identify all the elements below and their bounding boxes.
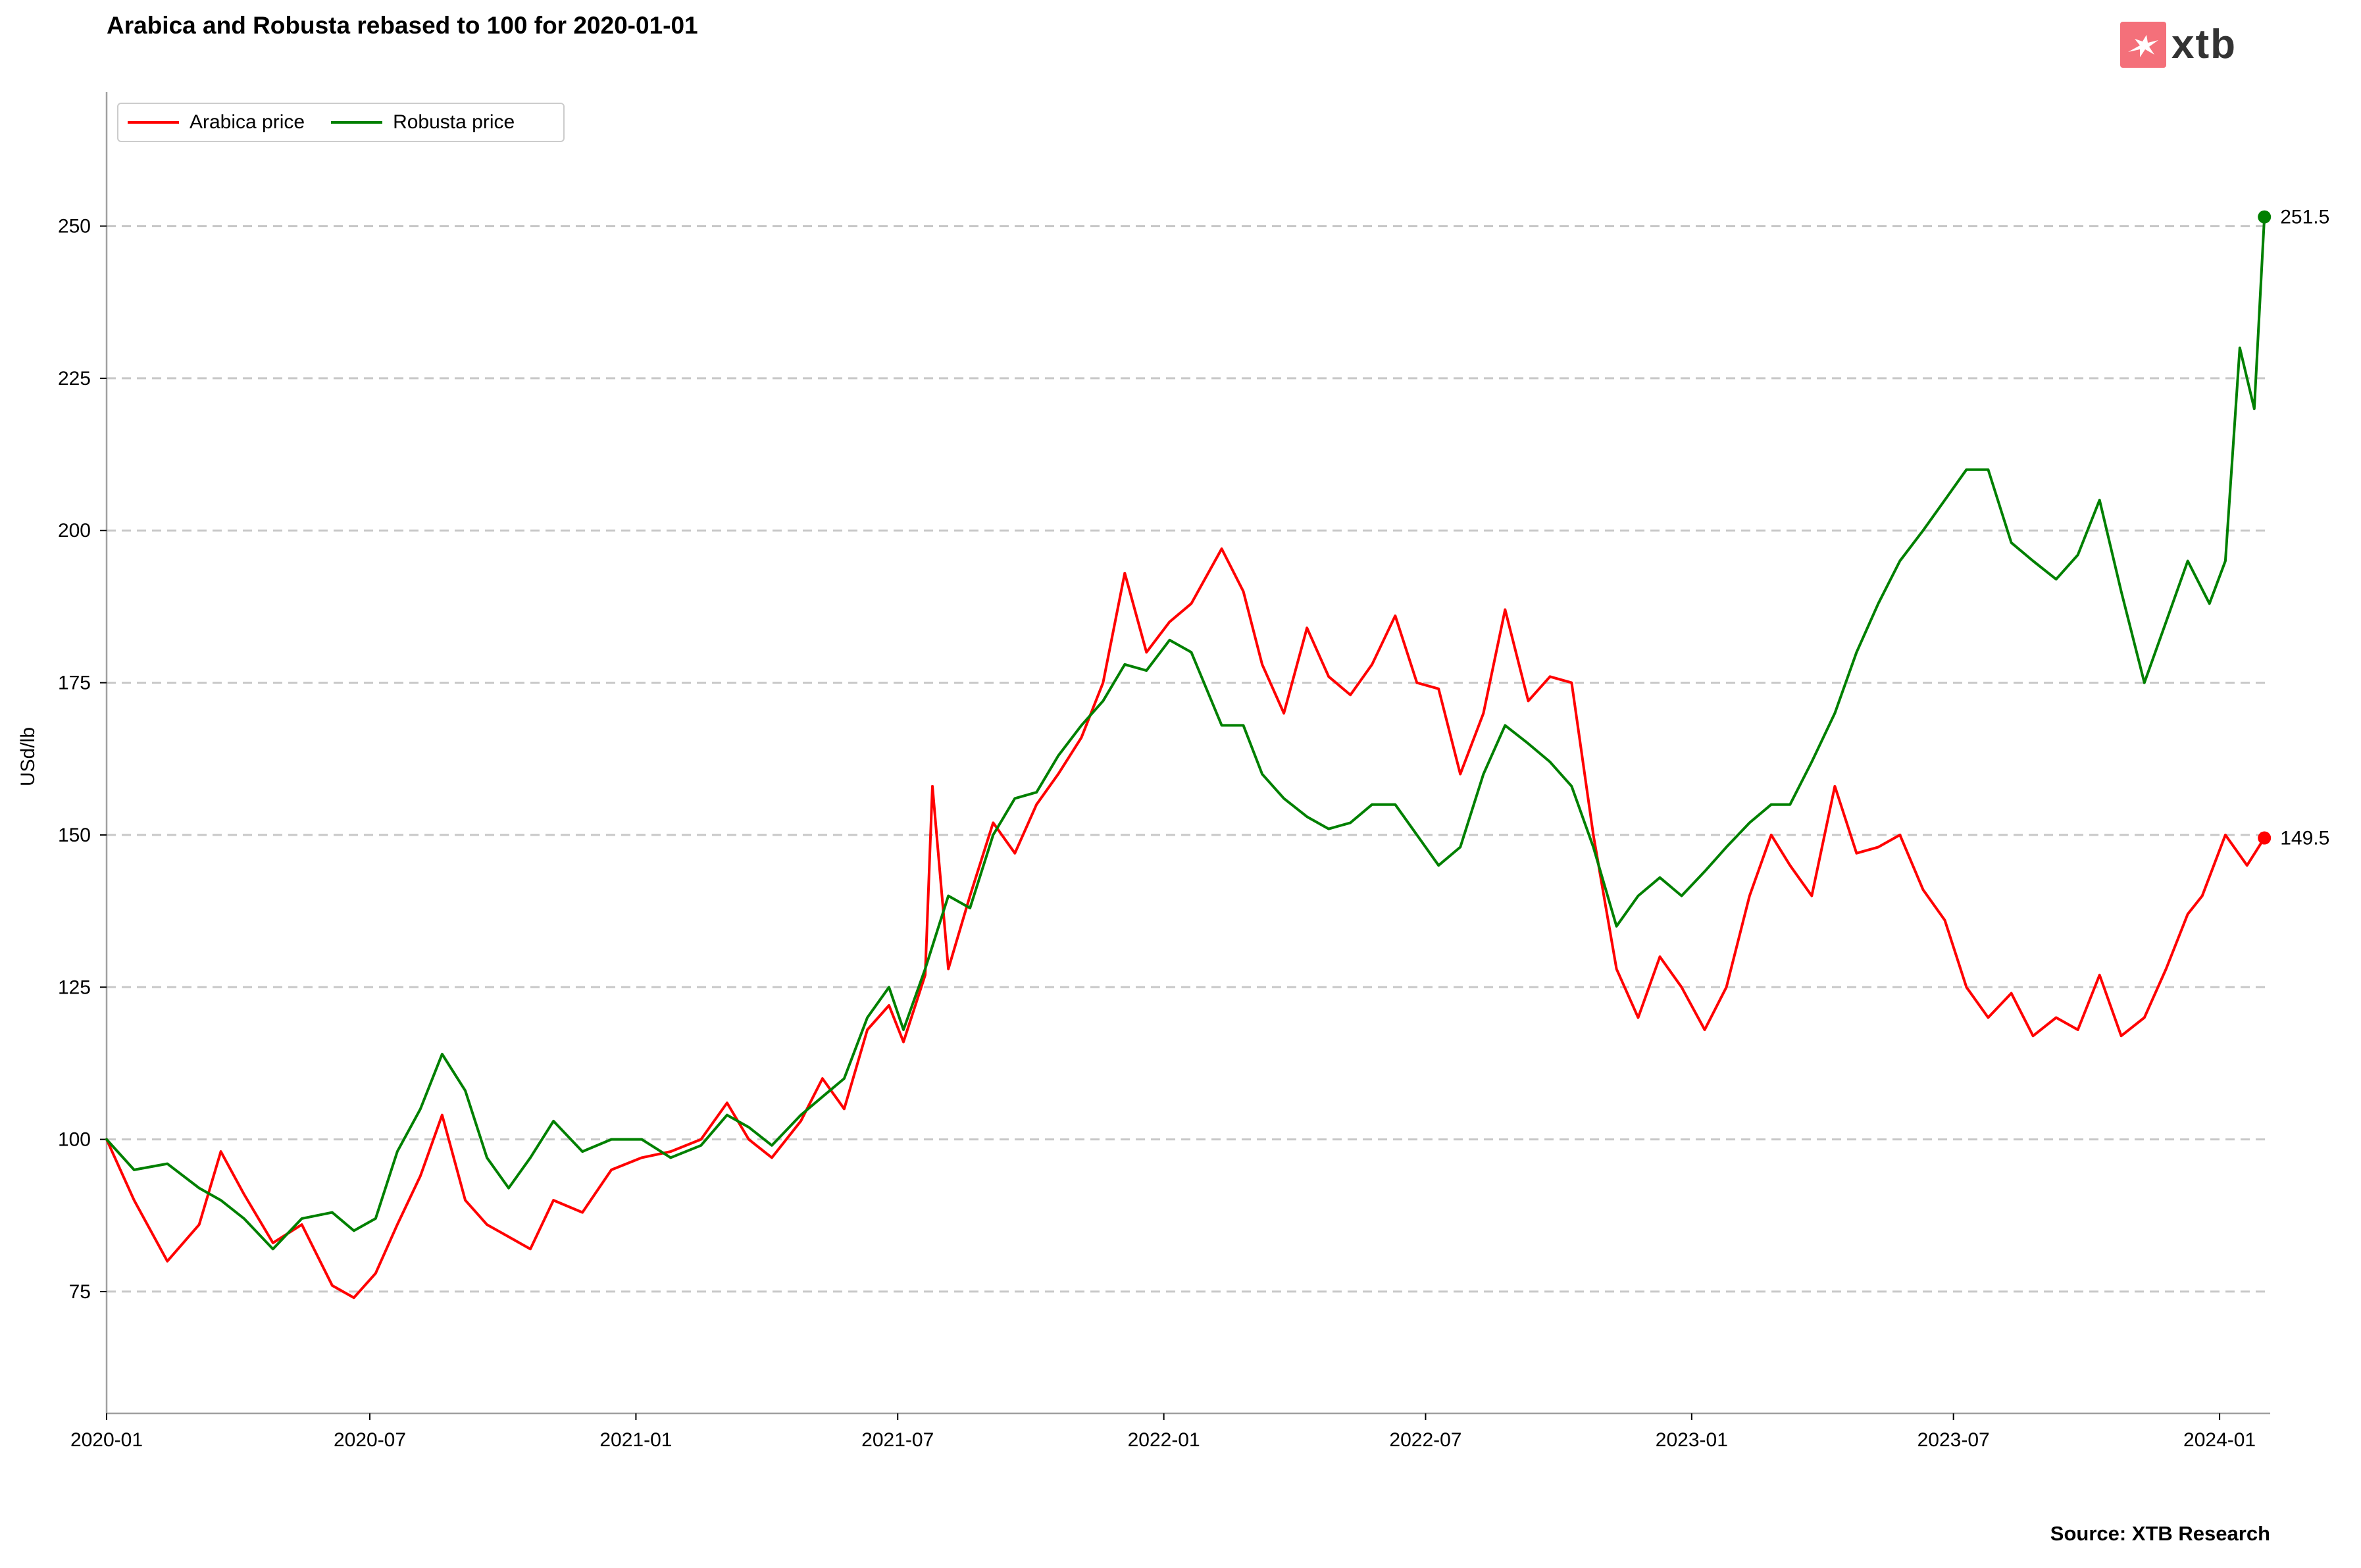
legend-label-robusta: Robusta price — [393, 111, 515, 133]
legend-item-arabica: Arabica price — [128, 111, 305, 134]
x-tick-label: 2024-01 — [2183, 1429, 2256, 1451]
endpoints: 149.5 251.5 — [2258, 207, 2329, 849]
x-tick-label: 2023-07 — [1917, 1429, 1990, 1451]
source-note: Source: XTB Research — [2050, 1522, 2270, 1545]
xtb-logo-icon — [2120, 22, 2166, 68]
series-line-arabica-price — [105, 547, 2266, 1300]
x-tick-label: 2020-01 — [70, 1429, 143, 1451]
x-tick-label: 2021-07 — [861, 1429, 934, 1451]
y-tick-label: 250 — [58, 216, 91, 238]
last-value-label: 149.5 — [2280, 828, 2329, 849]
last-value-marker-1 — [2258, 210, 2272, 224]
legend-swatch-arabica — [128, 121, 179, 124]
legend-swatch-robusta — [331, 121, 383, 124]
axes — [105, 92, 2270, 1415]
gridlines — [107, 225, 2270, 1293]
legend-item-robusta: Robusta price — [331, 111, 515, 134]
y-tick-label: 175 — [58, 672, 91, 694]
xtb-logo-text: xtb — [2171, 22, 2237, 67]
x-ticks: 2020-01 2020-07 2021-01 2021-07 2022-01 2022-… — [70, 1413, 2256, 1451]
last-value-marker-0 — [2258, 831, 2272, 845]
chart-title: Arabica and Robusta rebased to 100 for 2… — [107, 12, 698, 39]
y-tick-label: 100 — [58, 1129, 91, 1151]
x-tick-label: 2021-01 — [599, 1429, 672, 1451]
x-tick-label: 2023-01 — [1656, 1429, 1728, 1451]
xtb-logo: xtb — [2120, 21, 2237, 68]
x-tick-label: 2022-07 — [1389, 1429, 1461, 1451]
y-tick-label: 200 — [58, 520, 91, 542]
y-tick-label: 225 — [58, 368, 91, 390]
y-axis-label: USd/lb — [17, 727, 39, 786]
y-tick-label: 150 — [58, 824, 91, 846]
series — [105, 215, 2266, 1300]
legend-label-arabica: Arabica price — [190, 111, 305, 133]
legend: Arabica price Robusta price — [117, 103, 565, 142]
y-ticks: 75 100 125 150 175 200 225 250 — [58, 216, 107, 1303]
x-tick-label: 2020-07 — [334, 1429, 406, 1451]
series-line-robusta-price — [105, 215, 2266, 1251]
y-tick-label: 125 — [58, 976, 91, 998]
x-tick-label: 2022-01 — [1128, 1429, 1200, 1451]
last-value-label: 251.5 — [2280, 207, 2329, 228]
y-tick-label: 75 — [69, 1281, 91, 1303]
